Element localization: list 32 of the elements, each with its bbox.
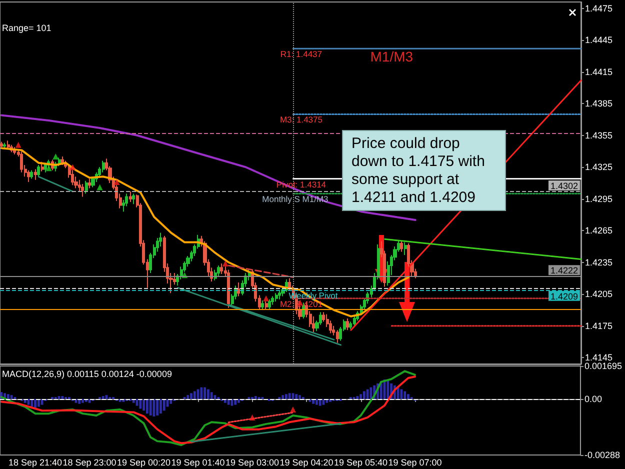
y-tick-label: 1.4385 [585,98,613,109]
x-tick-label: 19 Sep 00:20 [116,458,171,468]
y-tick-label: 1.4295 [585,194,613,204]
y-tick-label: 1.4325 [585,162,613,172]
x-tick-label: 19 Sep 04:20 [280,458,334,468]
y-tick-label: 1.4475 [585,3,613,14]
x-tick-label: 19 Sep 07:00 [388,458,442,468]
ref-line-label: 1.4302 [550,180,578,191]
annotation: M3: 1.4375 [280,114,323,125]
y-tick-label: 0.001695 [584,361,622,371]
y-tick-label: 1.4205 [585,289,613,300]
x-tick-label: 18 Sep 21:40 [8,458,62,468]
annotation: Range= 101 [2,23,52,34]
y-tick-label: -0.00288 [584,450,620,460]
y-tick-label: 1.4145 [585,352,613,363]
y-tick-label: 1.4265 [585,226,613,236]
x-tick-label: 19 Sep 01:40 [171,458,225,468]
y-tick-label: 1.4175 [585,320,613,331]
annotation: MACD(12,26,9) 0.00115 0.00124 -0.00009 [2,369,172,380]
annotation: Price could drop down to 1.4175 with some support at 1.4211 and 1.4209 [342,130,506,211]
ref-line-label: 1.4222 [550,266,578,276]
y-tick-label: 1.4355 [585,130,613,140]
ref-line-label: 1.4209 [550,291,578,302]
x-tick-label: 19 Sep 03:00 [225,458,280,468]
x-tick-label: 19 Sep 05:40 [334,458,388,468]
y-tick-label: 1.4235 [585,257,613,268]
annotation: R1: 1.4437 [280,49,322,60]
y-tick-label: 1.4415 [585,66,613,77]
annotation: M1/M3 [370,48,414,65]
y-tick-label: 0.00 [584,394,602,404]
y-tick-label: 1.4445 [585,35,613,46]
x-tick-label: 18 Sep 23:00 [62,458,116,468]
